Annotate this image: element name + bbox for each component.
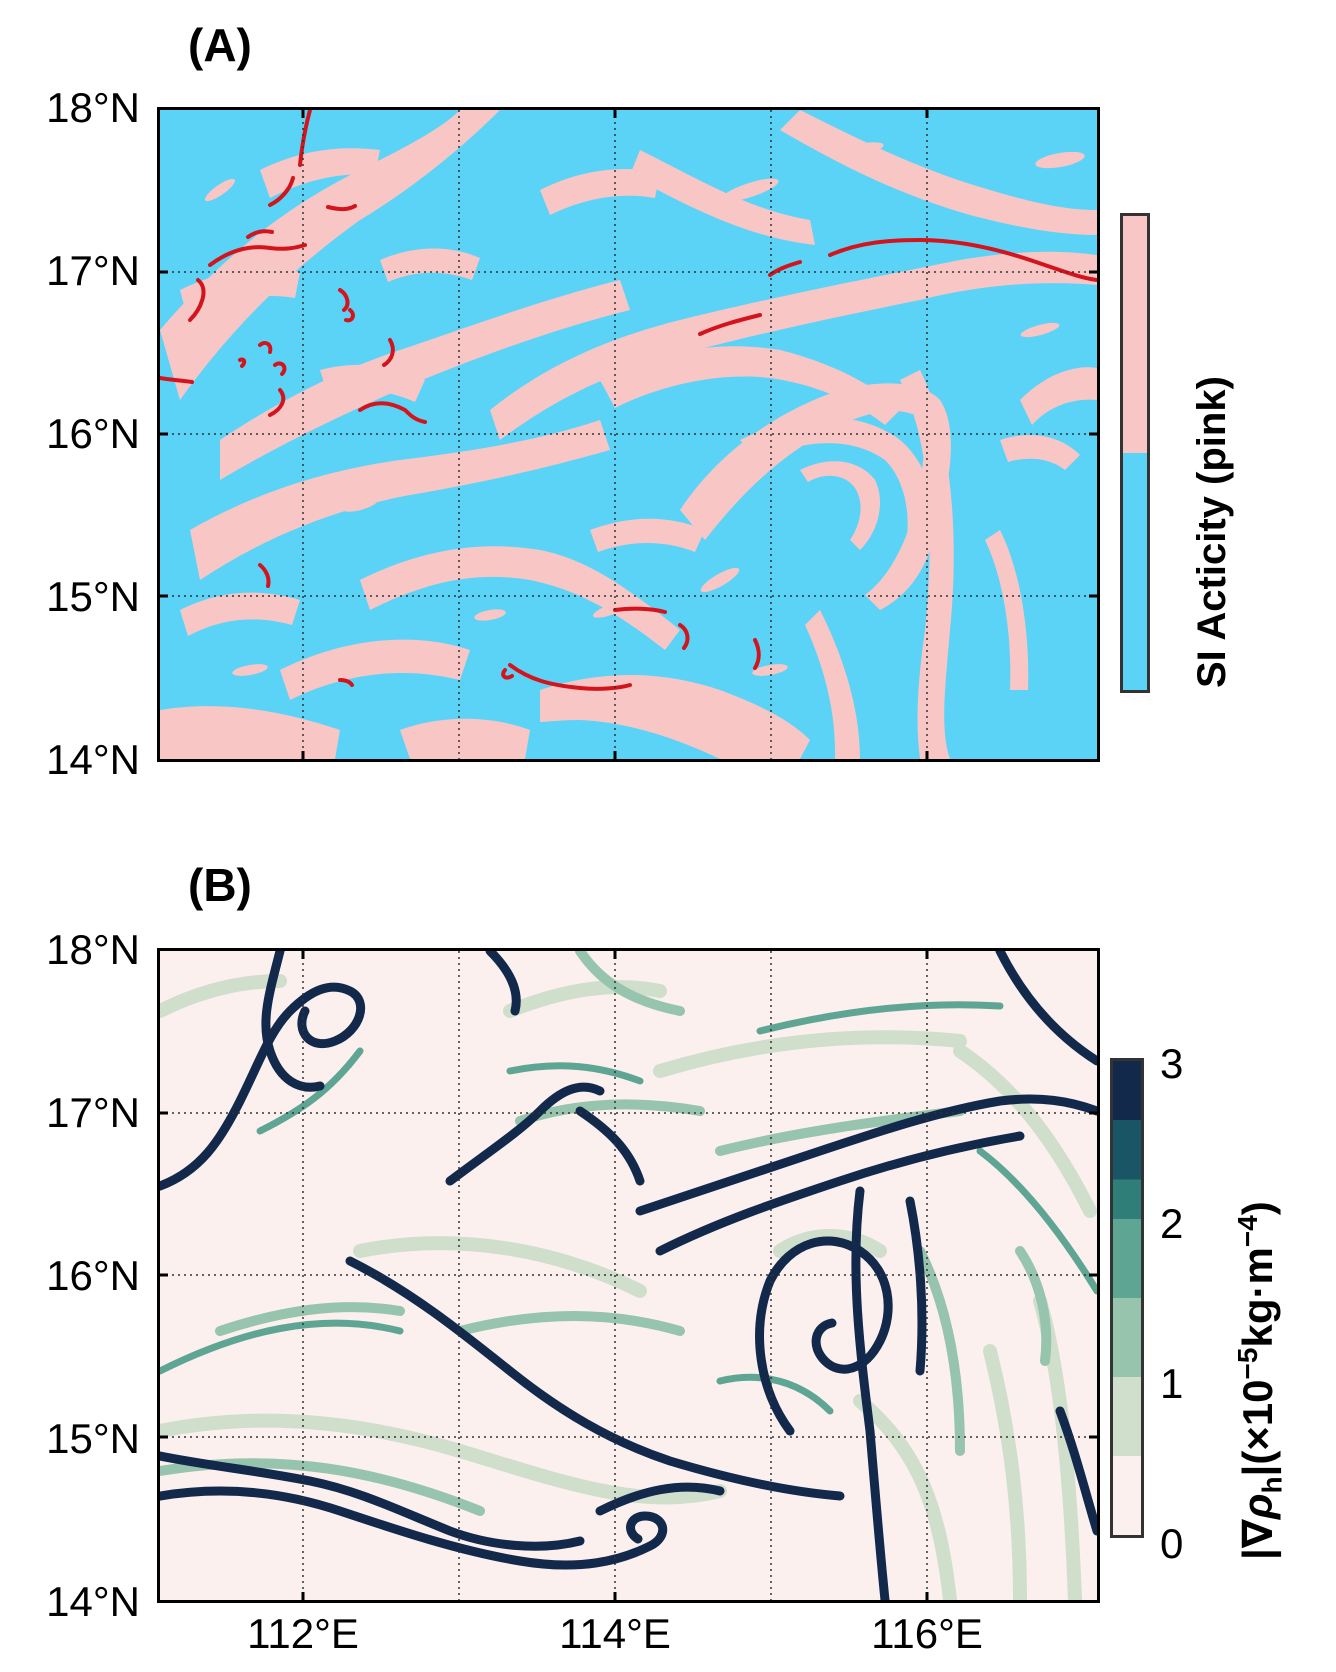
- panel-b-lat-14: 14°N: [46, 1578, 140, 1625]
- cbar-b-label-scale: |(×10: [1234, 1379, 1281, 1477]
- panel-b-ticks: [160, 951, 1097, 1600]
- cbar-b-label-exp5: −5: [1232, 1347, 1263, 1380]
- panel-b-lat-17: 17°N: [46, 1089, 140, 1136]
- panel-a-lat-17: 17°N: [46, 247, 140, 294]
- panel-a-colorbar-label: SI Acticity (pink): [1190, 376, 1234, 688]
- panel-a-colorbar: [1120, 213, 1150, 693]
- si-active-speckles: [204, 142, 1085, 676]
- colorbar-b-tick-1: 1: [1160, 1360, 1184, 1407]
- colorbar-b-tick-0: 0: [1160, 1520, 1184, 1567]
- cbar-b-label-close: ): [1234, 1201, 1281, 1216]
- front-contours: [160, 110, 1097, 691]
- panel-b-label: (B): [188, 859, 252, 911]
- colorbar-b-tick-3: 3: [1160, 1040, 1184, 1087]
- panel-a-lat-16: 16°N: [46, 410, 140, 457]
- density-gradient-field: [160, 951, 1097, 1600]
- panel-b-colorbar-label: |∇ρh|(×10−5kg·m−4): [1232, 1201, 1288, 1560]
- si-active-regions: [160, 110, 1097, 759]
- lon-label-112: 112°E: [247, 1610, 359, 1657]
- panel-b-gridlines: [160, 951, 1097, 1600]
- cbar-b-label-rho: ρ: [1234, 1493, 1281, 1519]
- panel-a-lat-18: 18°N: [46, 84, 140, 131]
- panel-b-colorbar: [1110, 1058, 1144, 1538]
- si-activity-field: [160, 110, 1097, 759]
- panel-b-lat-18: 18°N: [46, 926, 140, 973]
- panel-b-map: [157, 948, 1100, 1603]
- panel-a-gridlines: [160, 110, 1097, 759]
- panel-b-lat-15: 15°N: [46, 1415, 140, 1462]
- panel-a-lat-15: 15°N: [46, 573, 140, 620]
- panel-a-lat-14: 14°N: [46, 736, 140, 783]
- colorbar-b-tick-2: 2: [1160, 1200, 1184, 1247]
- cbar-b-label-exp4: −4: [1232, 1215, 1263, 1248]
- lon-label-114: 114°E: [559, 1610, 671, 1657]
- cbar-b-label-grad: |∇: [1234, 1518, 1281, 1560]
- panel-b-lat-16: 16°N: [46, 1252, 140, 1299]
- gradient-level-mid: [160, 951, 1052, 1516]
- panel-a-label: (A): [188, 19, 252, 71]
- gradient-level-midhigh: [160, 1001, 1097, 1415]
- cbar-b-label-unit: kg·m: [1234, 1247, 1281, 1348]
- panel-a-ticks: [160, 110, 1097, 759]
- gradient-level-high: [160, 951, 1097, 1600]
- lon-label-116: 116°E: [871, 1610, 983, 1657]
- cbar-b-label-sub-h: h: [1256, 1476, 1288, 1494]
- panel-a-map: [157, 107, 1100, 762]
